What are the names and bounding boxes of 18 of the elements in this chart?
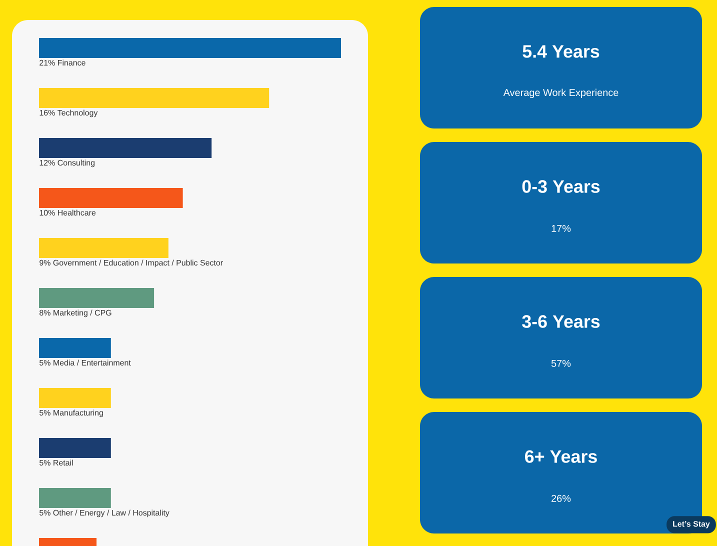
text: 17%	[552, 224, 571, 232]
text: 3-6 Years	[522, 315, 600, 328]
bar	[39, 338, 111, 358]
text: 26%	[552, 494, 571, 502]
bar	[39, 138, 212, 158]
bar	[39, 188, 183, 208]
text: 5.4 Years	[522, 45, 600, 58]
bar	[39, 388, 111, 408]
bar	[39, 88, 270, 108]
bar	[39, 238, 168, 258]
text: Average Work Experience	[503, 88, 618, 98]
text: 57%	[551, 360, 571, 367]
bar	[39, 488, 111, 508]
bar	[39, 288, 154, 308]
bar	[39, 438, 111, 458]
bar	[39, 38, 342, 58]
text: 6+ Years	[525, 450, 597, 463]
text: 0-3 Years	[522, 180, 600, 193]
